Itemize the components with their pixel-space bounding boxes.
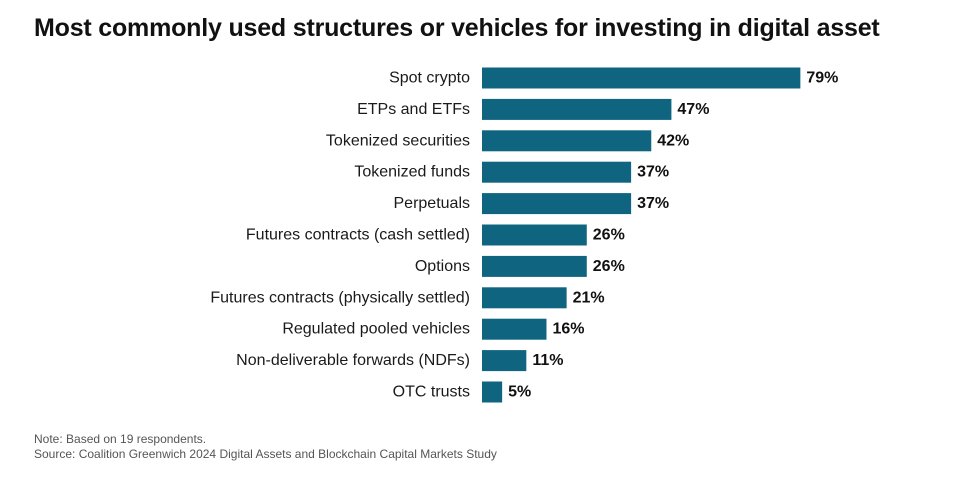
- chart-title: Most commonly used structures or vehicle…: [34, 14, 880, 42]
- chart-footer: Note: Based on 19 respondents. Source: C…: [34, 432, 497, 462]
- value-label: 16%: [552, 321, 584, 338]
- source-note: Source: Coalition Greenwich 2024 Digital…: [34, 447, 497, 461]
- category-label: Regulated pooled vehicles: [282, 321, 470, 338]
- value-label: 79%: [806, 70, 838, 87]
- category-label: Tokenized securities: [326, 132, 470, 149]
- bar: [482, 224, 587, 246]
- category-label: Perpetuals: [394, 195, 471, 212]
- category-label: ETPs and ETFs: [357, 101, 470, 118]
- bar: [482, 287, 567, 309]
- bar: [482, 318, 547, 340]
- value-label: 11%: [532, 352, 563, 369]
- category-label: Futures contracts (physically settled): [210, 289, 470, 306]
- bar-chart: Spot crypto 79% ETPs and ETFs 47% Tokenized …: [210, 67, 838, 403]
- bar: [482, 130, 652, 152]
- footnote: Note: Based on 19 respondents.: [34, 432, 207, 446]
- category-label: Non-deliverable forwards (NDFs): [236, 352, 470, 369]
- value-label: 26%: [593, 258, 625, 275]
- value-label: 37%: [637, 164, 669, 181]
- bar: [482, 67, 801, 89]
- category-label: OTC trusts: [393, 384, 470, 401]
- bar: [482, 193, 632, 215]
- bar: [482, 255, 587, 277]
- category-label: Tokenized funds: [354, 164, 470, 181]
- bar: [482, 350, 527, 372]
- bar: [482, 161, 632, 183]
- bar: [482, 98, 672, 120]
- category-label: Futures contracts (cash settled): [246, 227, 470, 244]
- category-label: Spot crypto: [389, 70, 470, 87]
- value-label: 21%: [573, 289, 605, 306]
- value-label: 5%: [508, 384, 531, 401]
- value-label: 47%: [677, 101, 709, 118]
- value-label: 37%: [637, 195, 669, 212]
- value-label: 42%: [657, 132, 689, 149]
- bar: [482, 381, 503, 403]
- value-label: 26%: [593, 227, 625, 244]
- category-label: Options: [415, 258, 470, 275]
